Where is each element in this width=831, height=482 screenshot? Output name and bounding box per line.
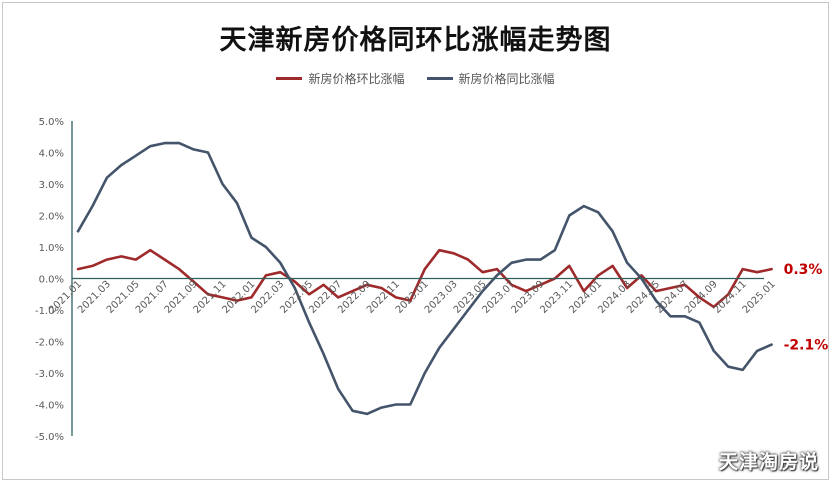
legend: 新房价格环比涨幅 新房价格同比涨幅 (0, 70, 831, 87)
watermark: 天津淘房说 (718, 451, 819, 473)
y-tick-label: 5.0% (39, 117, 64, 128)
y-tick-label: -4.0% (35, 401, 64, 412)
yoy-series-line (76, 141, 773, 416)
y-tick-label: 4.0% (39, 149, 64, 160)
legend-swatch-yoy (426, 77, 453, 80)
y-tick-label: 3.0% (39, 180, 64, 191)
legend-label-mom: 新房价格环比涨幅 (308, 72, 405, 86)
y-tick-label: -3.0% (35, 369, 64, 380)
chart-title: 天津新房价格同环比涨幅走势图 (219, 25, 612, 56)
mom-series-line (76, 248, 773, 309)
legend-swatch-mom (276, 77, 303, 80)
yoy-end-label: -2.1% (784, 338, 829, 354)
y-tick-label: -5.0% (35, 432, 64, 443)
y-tick-label: -2.0% (35, 338, 64, 349)
y-tick-label: 2.0% (39, 212, 64, 223)
y-tick-label: -1.0% (35, 306, 64, 317)
legend-item-yoy: 新房价格同比涨幅 (426, 70, 555, 87)
legend-label-yoy: 新房价格同比涨幅 (458, 72, 555, 86)
y-tick-label: 1.0% (39, 243, 64, 254)
mom-end-label: 0.3% (784, 262, 823, 278)
legend-item-mom: 新房价格环比涨幅 (276, 70, 405, 87)
y-tick-label: 0.0% (39, 275, 64, 286)
